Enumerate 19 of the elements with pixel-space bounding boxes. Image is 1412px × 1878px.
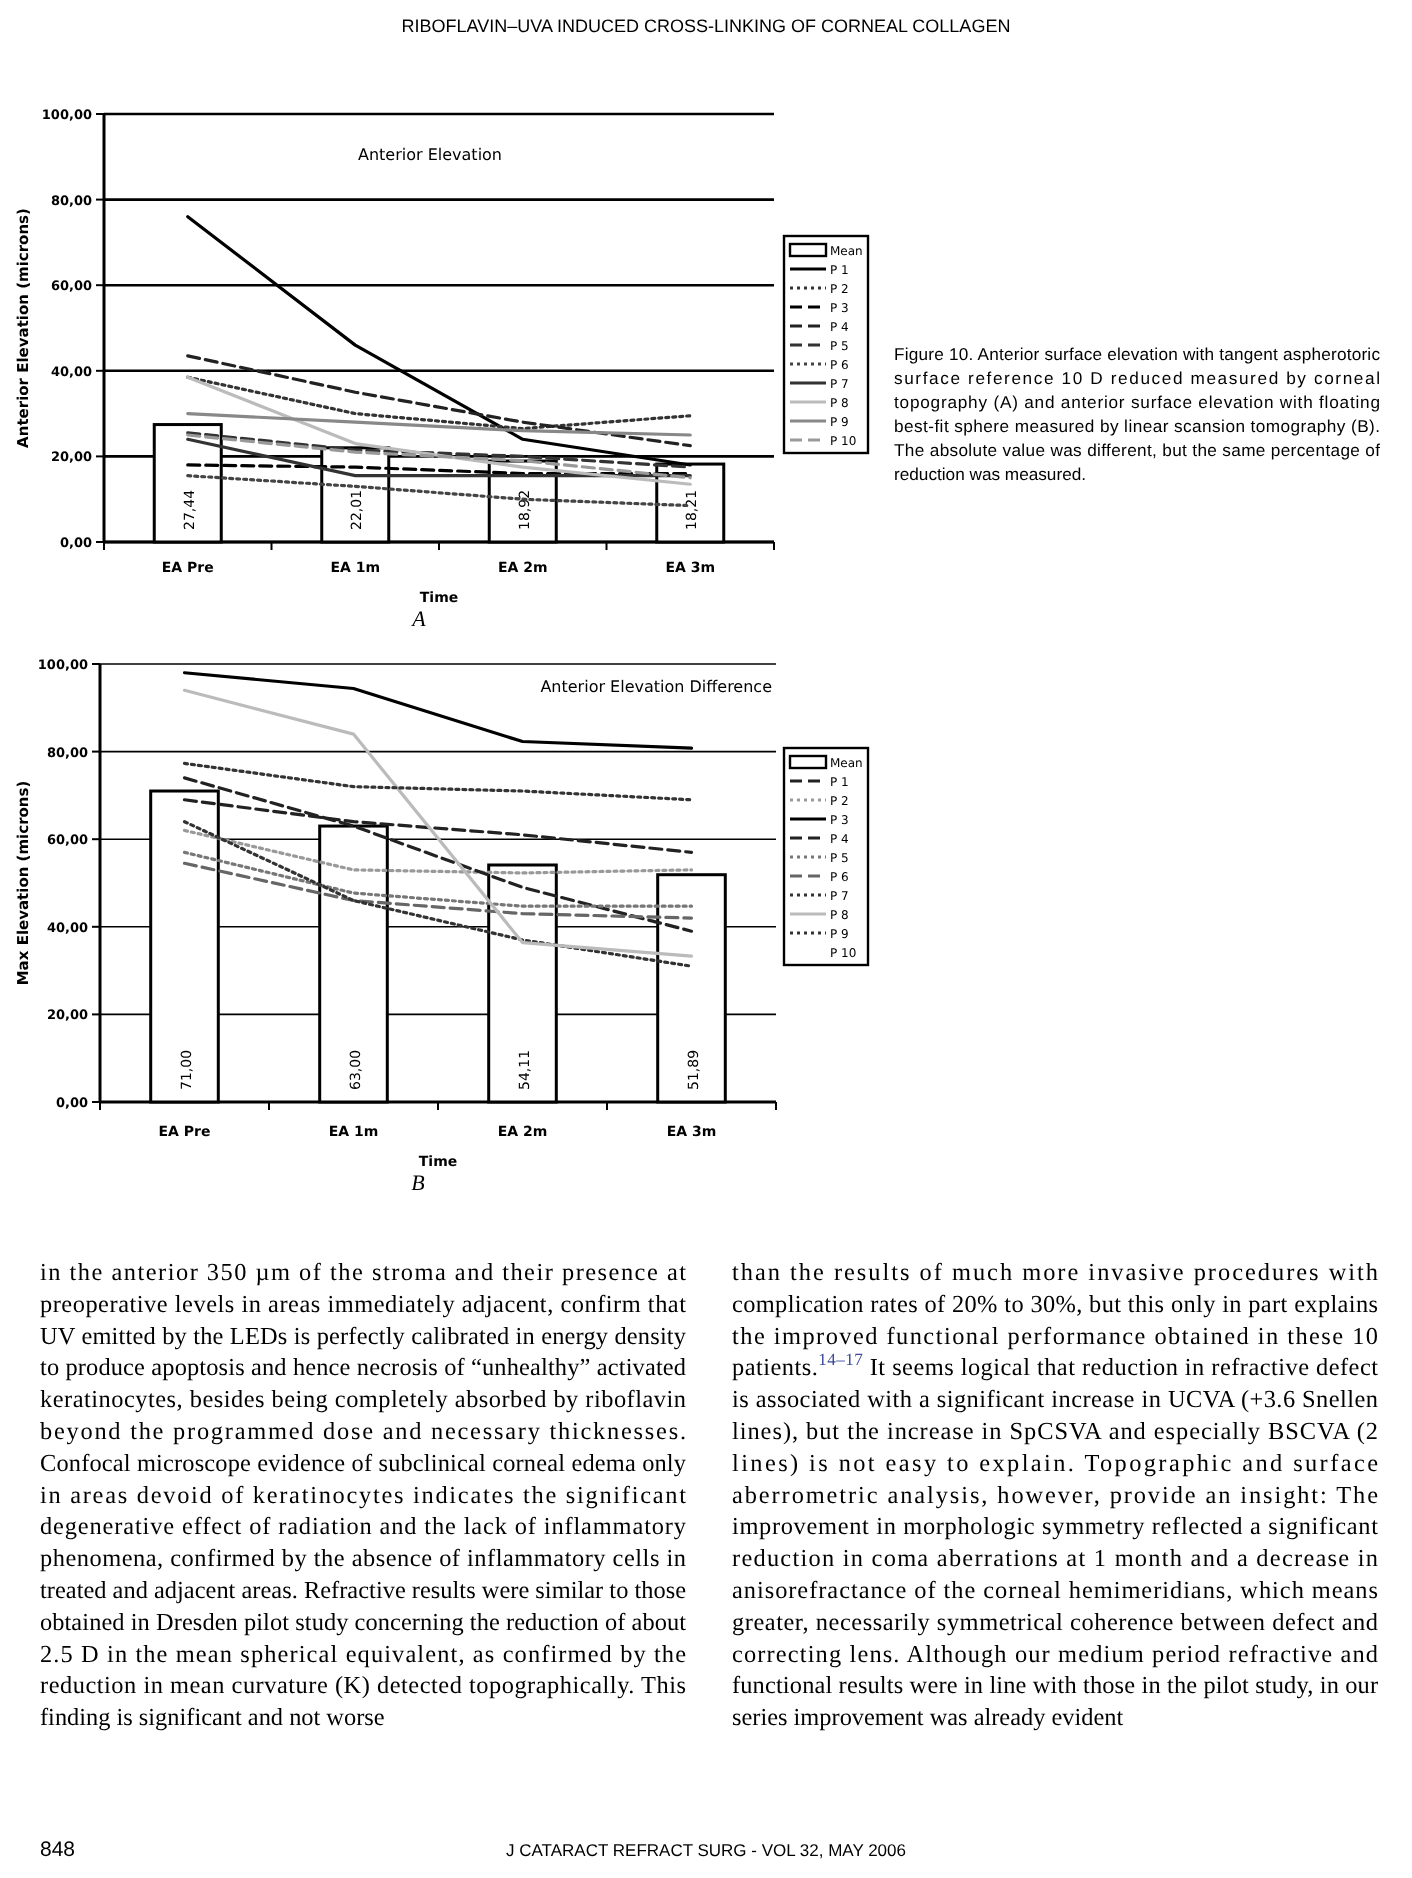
line-series [186, 354, 692, 448]
text: Anterior Elevation Difference [540, 678, 773, 696]
text: than the results of much more invasive procedures with complication rates of 20% to 30%, but this only in part explains the improved functional performance obtained in these 10 patients.$^{14–17}$ It seems logical that reduction in refractive defect is associated with a significant increase in UCVA (+3.6 Snellen lines), but the increase in SpCSVA and especially BSCVA (2 lines) is not easy to explain. Topographic and surface aberrometric analysis, however, provide an insight: The improvement in morphologic symmetry reflected a significant reduction in coma aberrations at 1 month and a decrease in anisorefractance of the corneal hemimeridians, which means greater, necessarily symmetrical coherence between defect and correcting lens. Although our medium period refractive and functional results were in line with those in the pilot study, in our series improvement was already evident [732, 1258, 1378, 1732]
line-series [182, 861, 694, 920]
line-series [186, 431, 692, 469]
text: RIBOFLAVIN–UVA INDUCED CROSS-LINKING OF CORNEAL COLLAGEN [401, 16, 1011, 36]
text: in the anterior 350 µm of the stroma and their presence at preoperative levels in areas immediately adjacent, confirm that UV emitted by the LEDs is perfectly calibrated in energy density to produce apoptosis and hence necrosis of “unhealthy” activated keratinocytes, besides being completely absorbed by riboflavin beyond the programmed dose and necessary thicknesses. Confocal microscope evidence of subclinical corneal edema only in areas devoid of keratinocytes indicates the significant degenerative effect of radiation and the lack of inflammatory phenomena, confirmed by the absence of inflammatory cells in treated and adjacent areas. Refractive results were similar to those obtained in Dresden pilot study concerning the reduction of about 2.5 D in the mean spherical equivalent, as confirmed by the reduction in mean curvature (K) detected topographically. This finding is significant and not worse [40, 1258, 686, 1732]
line-series [182, 820, 694, 968]
line-series [182, 761, 694, 802]
text: J CATARACT REFRACT SURG - VOL 32, MAY 2006 [506, 1840, 907, 1860]
text: Anterior Elevation [358, 146, 502, 164]
line-series [186, 375, 692, 486]
caption: Figure 10. Anterior surface elevation with tangent aspherotoric surface reference 10 D reduced measured by corneal topography (A) and anterior surface elevation with floating best-fit sphere measured by linear scansion tomography (B). The absolute value was different, but the same percentage of reduction was measured. [894, 344, 1382, 484]
text: 848 [40, 1838, 76, 1862]
text: A [410, 608, 427, 632]
line-series [186, 375, 692, 431]
line-series [186, 412, 692, 437]
text: B [411, 1172, 426, 1196]
line-series [182, 776, 694, 933]
